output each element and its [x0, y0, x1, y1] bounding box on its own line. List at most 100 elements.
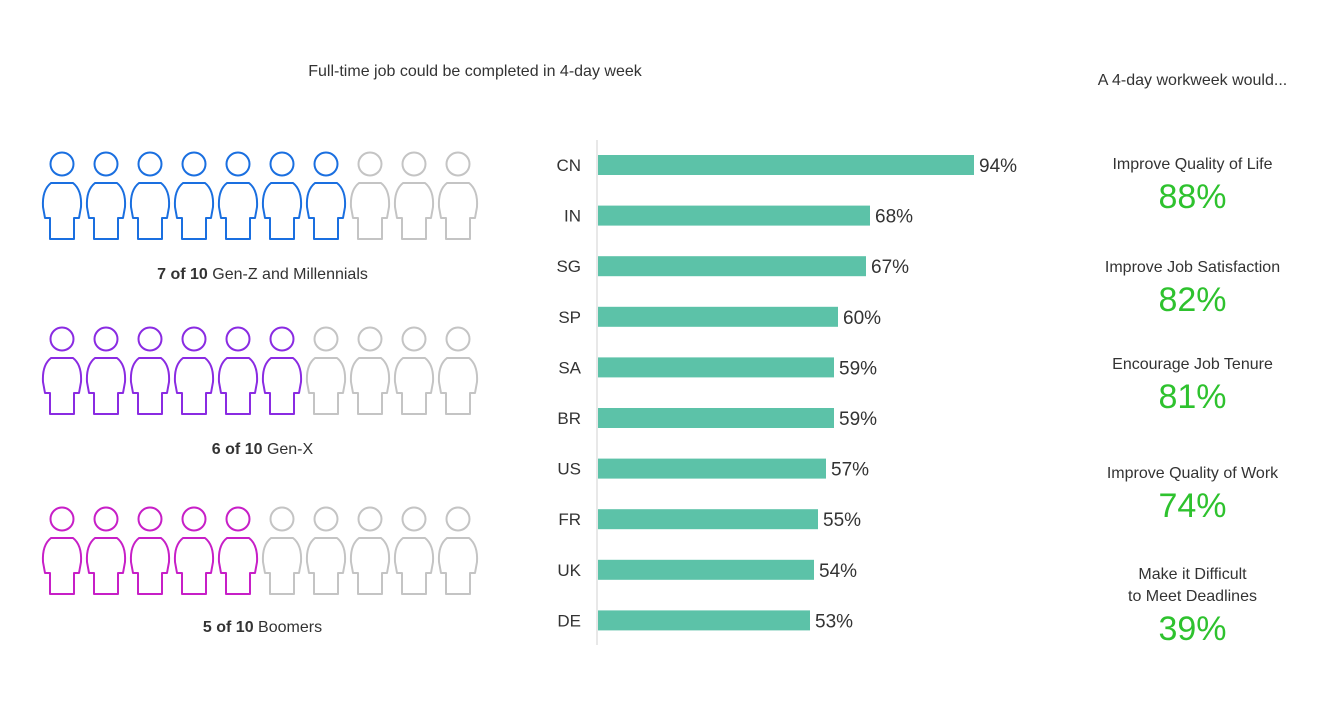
- person-head: [137, 326, 163, 352]
- gen-z-millennials-group: 7 of 10 Gen-Z and Millennials: [35, 150, 490, 283]
- person-icon: [85, 506, 127, 595]
- value-label: 59%: [839, 409, 877, 430]
- person-head: [225, 506, 251, 532]
- value-label: 54%: [819, 561, 857, 582]
- person-icon: [129, 326, 171, 415]
- value-label: 55%: [823, 510, 861, 531]
- person-head: [181, 506, 207, 532]
- person-body: [305, 357, 347, 415]
- person-icon: [437, 326, 479, 415]
- bar: [598, 155, 974, 175]
- person-head: [269, 506, 295, 532]
- person-body: [129, 182, 171, 240]
- country-bar-chart: CN 94% IN 68% SG 67% SP 60% SA 59% BR 59% US 57% FR 55%…: [556, 140, 1017, 645]
- boomers-group: 5 of 10 Boomers: [35, 505, 490, 636]
- category-label: CN: [556, 156, 581, 175]
- person-icon: [261, 326, 303, 415]
- person-head: [49, 326, 75, 352]
- outcome-quality-of-work: Improve Quality of Work 74%: [1075, 463, 1310, 527]
- bar: [598, 357, 834, 378]
- person-head: [49, 506, 75, 532]
- person-icon: [305, 326, 347, 415]
- outcome-value: 82%: [1158, 281, 1227, 319]
- person-body: [173, 357, 215, 415]
- person-body: [393, 357, 435, 415]
- category-label: SP: [558, 308, 581, 327]
- outcome-value: 39%: [1158, 610, 1227, 648]
- person-body: [173, 182, 215, 240]
- person-icon: [261, 506, 303, 595]
- boomers-count: 5 of 10: [202, 619, 254, 636]
- person-head: [49, 151, 75, 177]
- value-label: 60%: [843, 308, 881, 329]
- person-body: [393, 537, 435, 595]
- person-icon: [217, 506, 259, 595]
- boomers-label: Boomers: [258, 619, 323, 636]
- person-body: [437, 537, 479, 595]
- person-head: [225, 151, 251, 177]
- outcome-value: 74%: [1158, 487, 1227, 525]
- gen-z-millennials-count: 7 of 10: [157, 266, 208, 283]
- person-icon: [393, 326, 435, 415]
- person-body: [349, 182, 391, 240]
- outcome-label: Improve Quality of Life: [1112, 156, 1273, 173]
- person-body: [85, 537, 127, 595]
- person-icon: [41, 506, 83, 595]
- person-icon: [41, 151, 83, 240]
- person-icon: [85, 151, 127, 240]
- person-body: [129, 357, 171, 415]
- bar: [598, 559, 814, 580]
- outcomes-title: A 4-day workweek would...: [1097, 72, 1288, 89]
- person-body: [41, 357, 83, 415]
- bar: [598, 610, 810, 631]
- gen-z-millennials-people-icons: [41, 151, 479, 240]
- person-icon: [173, 506, 215, 595]
- gen-x-group: 6 of 10 Gen-X: [35, 325, 490, 458]
- person-body: [217, 357, 259, 415]
- outcome-label: Make it Difficult to Meet Deadlines: [1128, 566, 1257, 605]
- category-label: US: [557, 460, 581, 479]
- person-icon: [437, 151, 479, 240]
- person-head: [401, 506, 427, 532]
- person-body: [217, 537, 259, 595]
- person-head: [357, 506, 383, 532]
- person-body: [349, 537, 391, 595]
- outcome-job-tenure: Encourage Job Tenure 81%: [1075, 354, 1310, 418]
- outcome-label: Improve Quality of Work: [1106, 465, 1279, 482]
- outcome-label: Improve Job Satisfaction: [1104, 259, 1281, 276]
- person-icon: [437, 506, 479, 595]
- person-head: [445, 506, 471, 532]
- gen-z-millennials-caption: 7 of 10 Gen-Z and Millennials: [35, 266, 490, 284]
- person-icon: [85, 326, 127, 415]
- person-head: [313, 326, 339, 352]
- category-label: SG: [556, 257, 581, 276]
- person-head: [401, 151, 427, 177]
- boomers-people-icons: [41, 506, 479, 595]
- person-icon: [393, 506, 435, 595]
- person-body: [85, 182, 127, 240]
- person-body: [41, 537, 83, 595]
- person-body: [261, 357, 303, 415]
- person-head: [137, 506, 163, 532]
- person-body: [393, 182, 435, 240]
- person-body: [129, 537, 171, 595]
- category-label: BR: [557, 409, 581, 428]
- person-body: [261, 537, 303, 595]
- person-icon: [261, 151, 303, 240]
- category-label: IN: [564, 207, 581, 226]
- person-body: [305, 182, 347, 240]
- category-label: UK: [557, 561, 581, 580]
- person-body: [41, 182, 83, 240]
- person-icon: [349, 151, 391, 240]
- gen-x-label: Gen-X: [266, 441, 314, 458]
- person-icon: [129, 506, 171, 595]
- person-icon: [129, 151, 171, 240]
- person-body: [85, 357, 127, 415]
- bar: [598, 306, 838, 327]
- outcome-deadlines: Make it Difficult to Meet Deadlines 39%: [1075, 564, 1310, 650]
- person-head: [445, 326, 471, 352]
- person-head: [93, 506, 119, 532]
- category-label: DE: [557, 611, 581, 630]
- person-icon: [349, 326, 391, 415]
- person-icon: [173, 151, 215, 240]
